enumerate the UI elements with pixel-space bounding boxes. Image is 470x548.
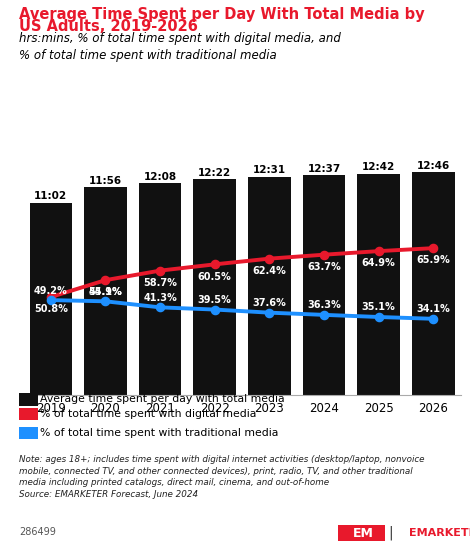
Text: 34.1%: 34.1% [416,304,450,314]
Text: 39.5%: 39.5% [198,295,232,305]
Point [320,311,328,319]
Text: 12:42: 12:42 [362,162,395,172]
Text: Note: ages 18+; includes time spent with digital internet activities (desktop/la: Note: ages 18+; includes time spent with… [19,455,424,499]
Point [157,266,164,275]
Text: % of total time spent with traditional media: % of total time spent with traditional m… [40,429,278,438]
Text: 286499: 286499 [19,527,55,537]
Text: 64.9%: 64.9% [362,258,396,269]
Text: 63.7%: 63.7% [307,262,341,272]
Point [320,250,328,259]
Text: 62.4%: 62.4% [252,266,286,276]
Text: 12:08: 12:08 [143,172,177,182]
Text: hrs:mins, % of total time spent with digital media, and
% of total time spent wi: hrs:mins, % of total time spent with dig… [19,32,341,62]
Bar [194,179,236,395]
Bar [357,174,400,395]
Bar [303,175,345,395]
Text: 11:02: 11:02 [34,191,67,201]
Text: 37.6%: 37.6% [252,298,286,308]
Text: 35.1%: 35.1% [362,302,396,312]
Bar [412,173,454,395]
Text: 50.8%: 50.8% [34,304,68,314]
Bar [248,177,290,395]
Text: US Adults, 2019-2026: US Adults, 2019-2026 [19,19,198,33]
Text: 55.1%: 55.1% [88,287,122,298]
Point [266,309,273,317]
Text: 60.5%: 60.5% [198,272,232,282]
Text: EM: EM [353,527,374,540]
Text: |: | [389,526,393,540]
Point [211,260,219,269]
Bar [84,187,127,395]
Text: % of total time spent with digital media: % of total time spent with digital media [40,409,256,419]
Text: 65.9%: 65.9% [416,255,450,265]
Text: 36.3%: 36.3% [307,300,341,310]
Bar [139,184,181,395]
Point [102,297,109,306]
Text: 12:31: 12:31 [253,165,286,175]
Text: EMARKETER: EMARKETER [409,528,470,538]
Point [430,244,437,253]
Text: 12:37: 12:37 [307,164,341,174]
Point [266,254,273,263]
Text: 44.9%: 44.9% [88,287,122,297]
Point [375,312,383,321]
Point [47,296,55,305]
Text: 11:56: 11:56 [89,175,122,186]
Text: 12:46: 12:46 [417,161,450,171]
Text: 49.2%: 49.2% [34,286,68,295]
Text: 12:22: 12:22 [198,168,231,178]
Bar [30,203,72,395]
Text: 58.7%: 58.7% [143,278,177,288]
Text: Average time spent per day with total media: Average time spent per day with total me… [40,395,284,404]
Point [430,315,437,323]
Point [375,247,383,255]
Text: Average Time Spent per Day With Total Media by: Average Time Spent per Day With Total Me… [19,7,424,21]
Point [47,293,55,301]
Point [102,276,109,284]
Point [211,305,219,314]
Point [157,303,164,312]
Text: 41.3%: 41.3% [143,293,177,303]
